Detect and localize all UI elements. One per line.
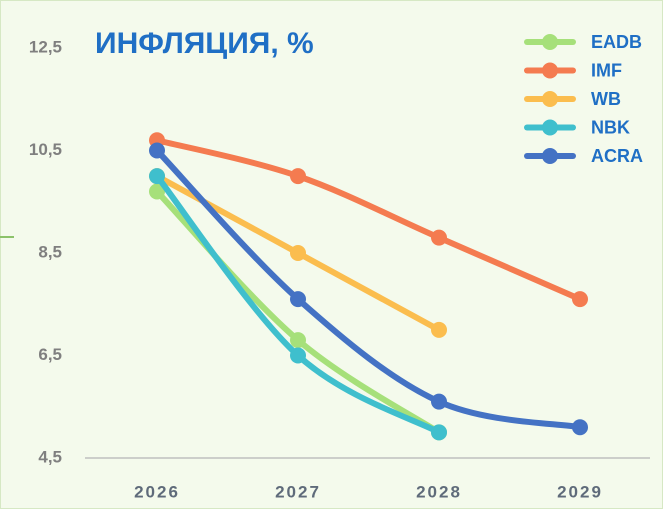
data-point: [431, 424, 447, 441]
legend-marker: [542, 91, 558, 107]
data-point: [149, 183, 165, 200]
series-line: [154, 137, 583, 303]
data-point: [290, 291, 306, 308]
data-point: [290, 245, 306, 261]
data-point: [290, 168, 306, 185]
y-tick-label: 8,5: [38, 242, 62, 261]
legend-label: NBK: [591, 117, 630, 137]
y-tick-label: 6,5: [38, 345, 62, 364]
data-point: [149, 168, 165, 185]
data-point: [572, 419, 588, 436]
x-tick-label: 2027: [275, 482, 321, 501]
legend-label: ACRA: [591, 146, 643, 166]
legend-marker: [542, 34, 558, 50]
chart-title: ИНФЛЯЦИЯ, %: [95, 27, 314, 60]
legend-marker: [542, 62, 558, 79]
y-tick-label: 4,5: [38, 447, 62, 466]
legend-label: EADB: [591, 32, 642, 52]
data-point: [431, 393, 447, 410]
legend-label: WB: [591, 89, 621, 109]
data-point: [431, 229, 447, 246]
data-point: [149, 142, 165, 159]
data-point: [290, 332, 306, 349]
x-tick-label: 2029: [557, 482, 603, 501]
data-point: [290, 347, 306, 364]
x-tick-label: 2026: [134, 482, 180, 501]
legend-marker: [542, 119, 558, 136]
data-point: [572, 291, 588, 308]
data-point: [431, 321, 447, 338]
legend-marker: [542, 148, 558, 164]
y-tick-label: 12,5: [29, 37, 62, 56]
legend-label: IMF: [591, 60, 622, 80]
x-tick-label: 2028: [416, 482, 462, 501]
y-tick-label: 10,5: [29, 140, 62, 159]
series-line: [154, 147, 583, 431]
